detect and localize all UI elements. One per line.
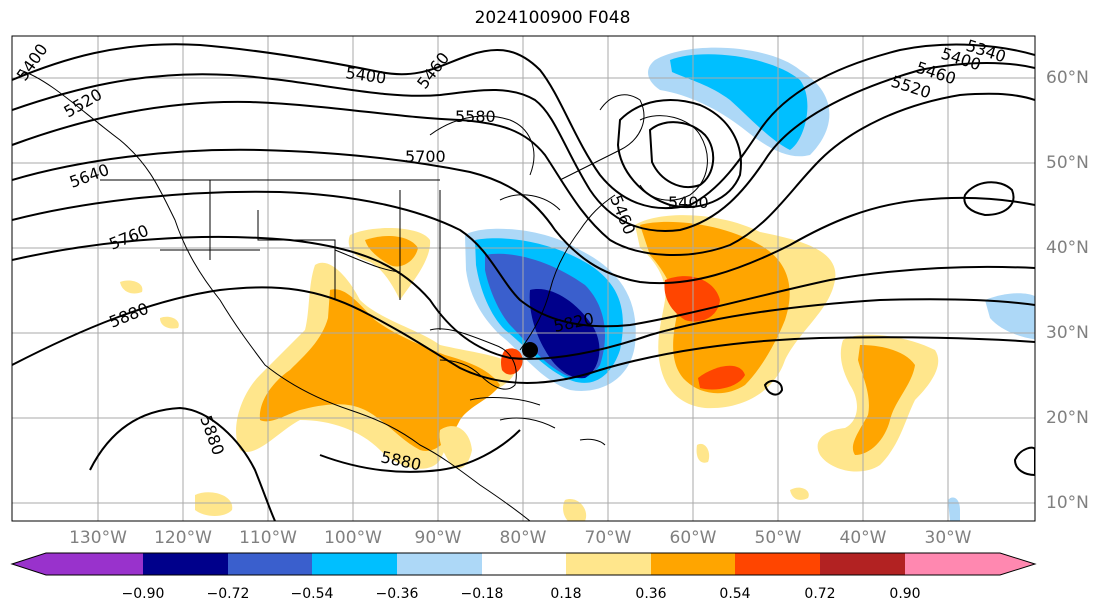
lon-label: 90°W <box>414 528 462 548</box>
lon-label: 120°W <box>154 528 212 548</box>
map-title: 2024100900 F048 <box>474 8 631 28</box>
colorbar-tick: −0.54 <box>290 586 334 602</box>
lon-label: 100°W <box>324 528 382 548</box>
colorbar-tick: −0.90 <box>121 586 165 602</box>
contour-label: 5700 <box>405 147 446 166</box>
lon-label: 80°W <box>499 528 547 548</box>
colorbar-segment <box>566 553 651 575</box>
colorbar-tick: −0.18 <box>460 586 504 602</box>
lon-label: 40°W <box>839 528 887 548</box>
height-contours <box>12 43 1035 521</box>
colorbar-tick: −0.72 <box>206 586 250 602</box>
lat-label: 60°N <box>1046 68 1089 88</box>
colorbar-segment <box>12 553 46 575</box>
coastlines <box>19 69 708 521</box>
lon-label: 70°W <box>584 528 632 548</box>
colorbar-segment <box>735 553 820 575</box>
colorbar-tick: 0.72 <box>804 586 836 602</box>
lon-label: 130°W <box>69 528 127 548</box>
colorbar-segment <box>905 553 1000 575</box>
lat-label: 40°N <box>1046 238 1089 258</box>
colorbar-tick: 0.90 <box>889 586 921 602</box>
contour-label: 5400 <box>668 193 709 212</box>
colorbar-tick: 0.18 <box>550 586 582 602</box>
lat-label: 50°N <box>1046 153 1089 173</box>
colorbar-segment <box>228 553 312 575</box>
colorbar-segment <box>482 553 566 575</box>
lon-label: 60°W <box>669 528 717 548</box>
colorbar-segment <box>397 553 482 575</box>
lat-label: 20°N <box>1046 408 1089 428</box>
contour-label: 5580 <box>455 107 496 126</box>
lat-label: 10°N <box>1046 493 1089 513</box>
colorbar-segment <box>651 553 735 575</box>
colorbar-segment <box>820 553 905 575</box>
lon-label: 50°W <box>754 528 802 548</box>
hurricane-center-marker <box>522 342 538 358</box>
colorbar-segment <box>46 553 143 575</box>
colorbar-tick: 0.36 <box>635 586 667 602</box>
colorbar-tick: −0.36 <box>375 586 419 602</box>
lon-label: 30°W <box>924 528 972 548</box>
colorbar-segment <box>1000 553 1035 575</box>
colorbar-tick: 0.54 <box>719 586 751 602</box>
colorbar-segment <box>143 553 228 575</box>
colorbar-segment <box>312 553 397 575</box>
colorbar <box>10 552 1037 576</box>
lon-label: 110°W <box>239 528 297 548</box>
lat-label: 30°N <box>1046 323 1089 343</box>
